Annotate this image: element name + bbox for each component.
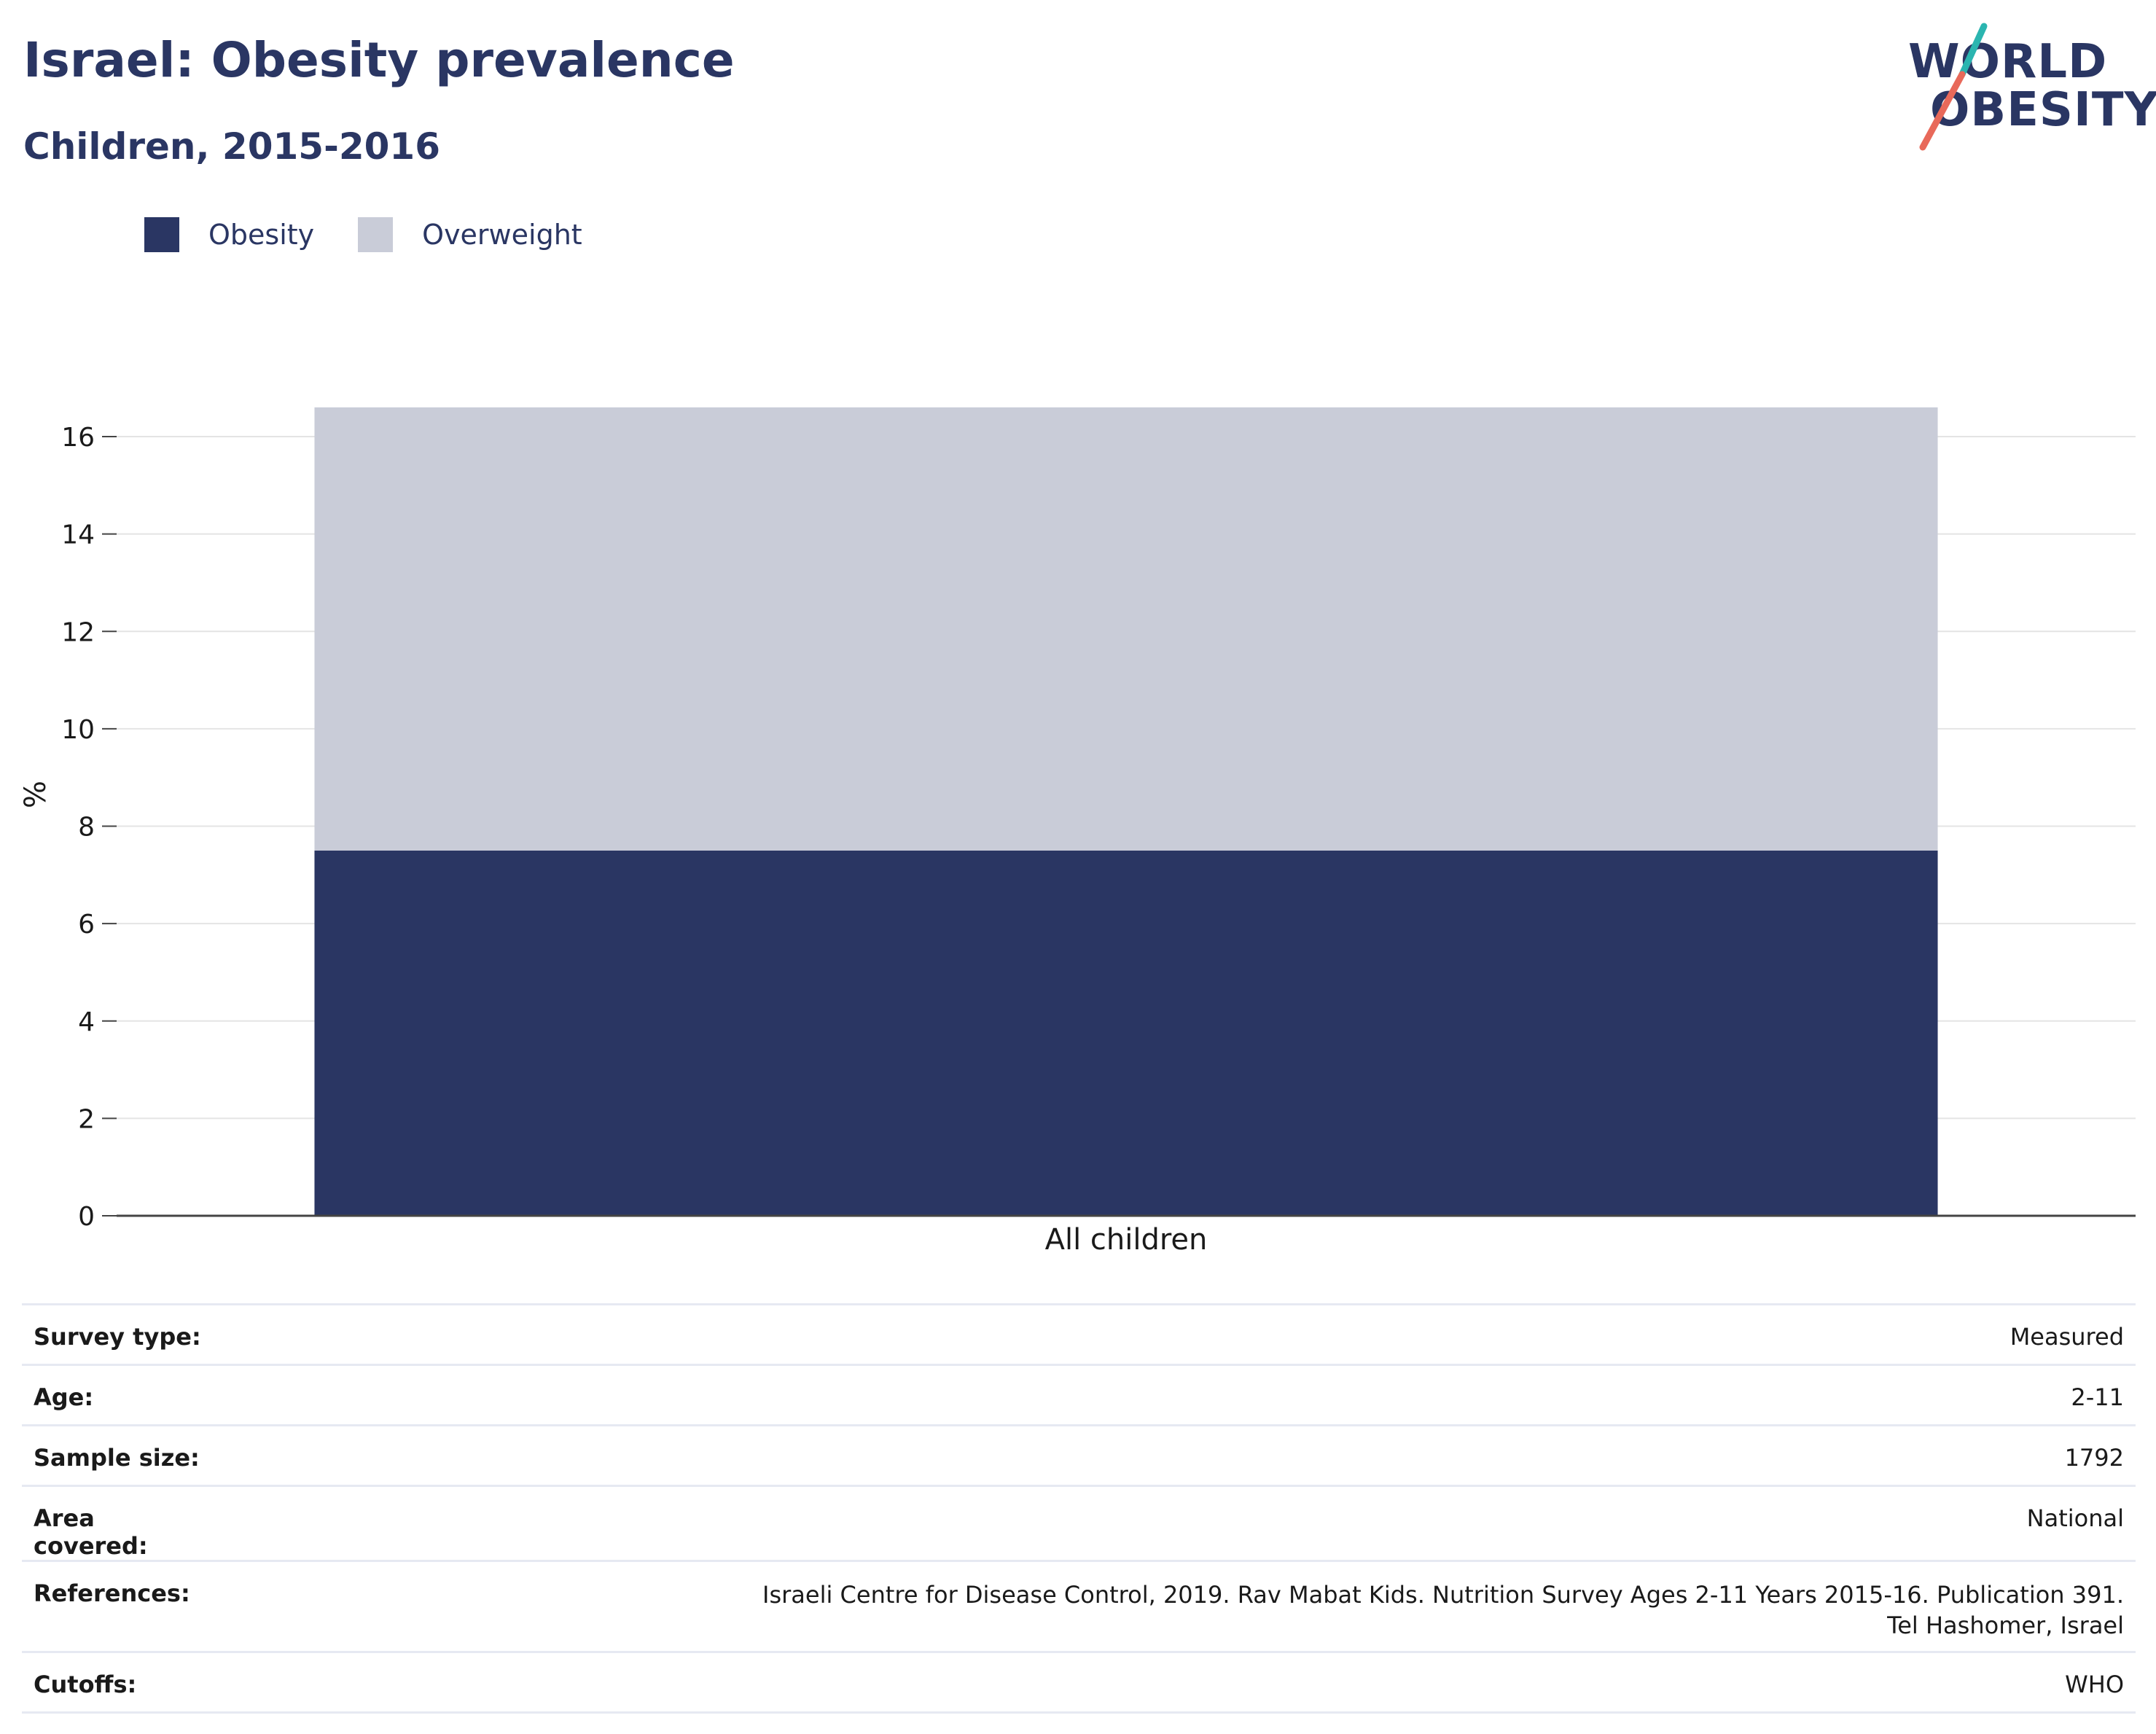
- info-value: Measured: [224, 1303, 2136, 1365]
- info-key: Area covered:: [22, 1485, 225, 1561]
- chart-title: Israel: Obesity prevalence: [23, 32, 735, 88]
- logo-line-1: WORLD: [1908, 35, 2108, 89]
- y-tick-label: 10: [61, 715, 95, 745]
- info-row: Age: 2-11: [22, 1364, 2136, 1426]
- info-value: National: [224, 1485, 2136, 1561]
- info-value: WHO: [224, 1651, 2136, 1714]
- x-tick-label: All children: [1045, 1223, 1208, 1257]
- y-tick-label: 6: [78, 910, 95, 940]
- y-tick-label: 2: [78, 1104, 95, 1134]
- y-axis-label: %: [19, 781, 52, 808]
- y-tick-label: 0: [78, 1202, 95, 1232]
- legend-item-obesity[interactable]: Obesity: [144, 217, 314, 252]
- info-key: Survey type:: [22, 1303, 225, 1365]
- bars: [314, 407, 1938, 1216]
- legend-swatch-obesity: [144, 217, 179, 252]
- y-tick-labels: 0 2 4 6 8 10 12 14 16: [61, 423, 117, 1232]
- info-row: References: Israeli Centre for Disease Co…: [22, 1560, 2136, 1652]
- survey-info-table: Survey type: Measured Age: 2-11 Sample size:…: [22, 1303, 2136, 1714]
- y-tick-label: 14: [61, 520, 95, 550]
- bar-overweight[interactable]: [314, 407, 1938, 851]
- x-tick-labels: All children: [1045, 1223, 1208, 1257]
- legend-label-obesity: Obesity: [208, 219, 315, 251]
- legend-label-overweight: Overweight: [422, 219, 582, 251]
- legend-swatch-overweight: [358, 217, 394, 252]
- legend-item-overweight[interactable]: Overweight: [358, 217, 582, 252]
- info-key: References:: [22, 1560, 225, 1652]
- bar-obesity[interactable]: [314, 850, 1938, 1216]
- chart-subtitle: Children, 2015-2016: [23, 125, 440, 168]
- info-row: Cutoffs: WHO: [22, 1651, 2136, 1714]
- info-value: Israeli Centre for Disease Control, 2019…: [224, 1560, 2136, 1652]
- info-row: Sample size: 1792: [22, 1424, 2136, 1486]
- y-tick-label: 12: [61, 617, 95, 647]
- chart-legend: Obesity Overweight: [144, 217, 626, 252]
- logo-slash-icon: [1919, 23, 1988, 151]
- logo-line-2: OBESITY: [1930, 83, 2156, 137]
- info-row: Survey type: Measured: [22, 1303, 2136, 1365]
- y-tick-label: 8: [78, 813, 95, 843]
- bar-chart: 0 2 4 6 8 10 12 14 16 All children %: [19, 407, 2136, 1257]
- info-value: 2-11: [224, 1364, 2136, 1426]
- info-key: Sample size:: [22, 1424, 225, 1486]
- info-key: Cutoffs:: [22, 1651, 225, 1714]
- world-obesity-logo: WORLD OBESITY: [1895, 22, 2156, 153]
- info-key: Age:: [22, 1364, 225, 1426]
- info-value: 1792: [224, 1424, 2136, 1486]
- y-tick-label: 16: [61, 423, 95, 453]
- info-row: Area covered: National: [22, 1485, 2136, 1561]
- y-tick-label: 4: [78, 1007, 95, 1037]
